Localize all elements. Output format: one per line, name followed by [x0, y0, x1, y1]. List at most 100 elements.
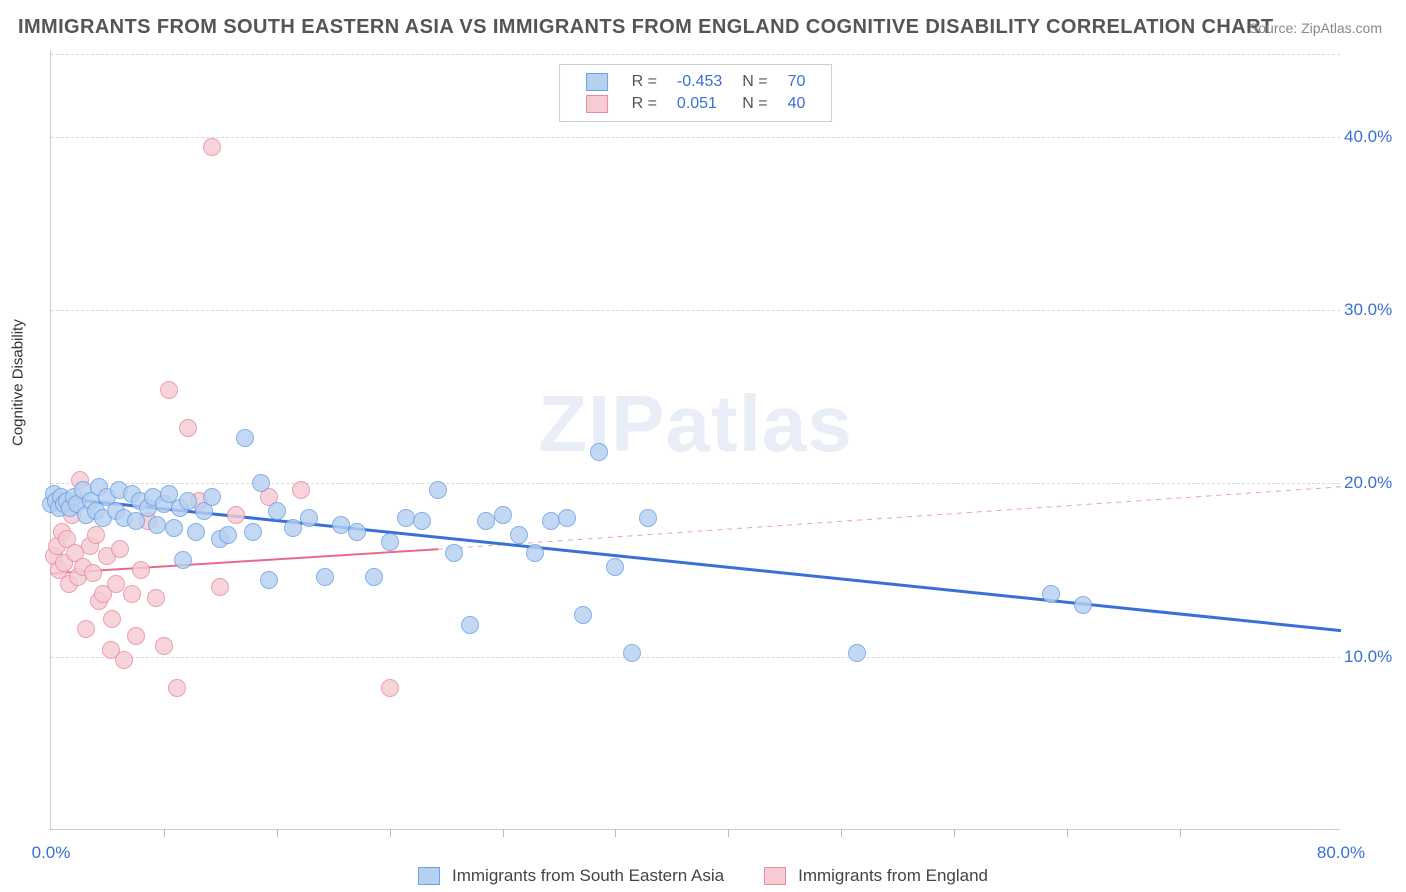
- data-point: [526, 544, 544, 562]
- legend-swatch-blue: [418, 867, 440, 885]
- legend-label-2: Immigrants from England: [798, 866, 988, 886]
- data-point: [590, 443, 608, 461]
- data-point: [606, 558, 624, 576]
- data-point: [244, 523, 262, 541]
- x-minor-tick: [277, 829, 278, 837]
- data-point: [84, 564, 102, 582]
- x-tick-label: 80.0%: [1317, 843, 1365, 863]
- data-point: [111, 540, 129, 558]
- data-point: [268, 502, 286, 520]
- data-point: [1074, 596, 1092, 614]
- data-point: [639, 509, 657, 527]
- data-point: [148, 516, 166, 534]
- data-point: [365, 568, 383, 586]
- r-label: R =: [632, 73, 657, 90]
- series-legend: Immigrants from South Eastern Asia Immig…: [418, 866, 988, 886]
- data-point: [260, 571, 278, 589]
- data-point: [87, 526, 105, 544]
- source-label: Source:: [1249, 20, 1297, 36]
- data-point: [147, 589, 165, 607]
- data-point: [132, 561, 150, 579]
- x-minor-tick: [954, 829, 955, 837]
- y-tick-label: 10.0%: [1344, 647, 1402, 667]
- data-point: [203, 138, 221, 156]
- data-point: [211, 578, 229, 596]
- chart-title: IMMIGRANTS FROM SOUTH EASTERN ASIA VS IM…: [18, 16, 1274, 39]
- data-point: [187, 523, 205, 541]
- data-point: [123, 585, 141, 603]
- data-point: [168, 679, 186, 697]
- legend-row-series1: R = -0.453 N = 70: [576, 71, 816, 93]
- legend-swatch-pink: [764, 867, 786, 885]
- data-point: [203, 488, 221, 506]
- source-attribution: Source: ZipAtlas.com: [1249, 20, 1382, 36]
- data-point: [227, 506, 245, 524]
- data-point: [300, 509, 318, 527]
- y-tick-label: 20.0%: [1344, 473, 1402, 493]
- data-point: [160, 381, 178, 399]
- x-minor-tick: [164, 829, 165, 837]
- data-point: [574, 606, 592, 624]
- data-point: [115, 651, 133, 669]
- data-point: [165, 519, 183, 537]
- x-minor-tick: [615, 829, 616, 837]
- data-point: [348, 523, 366, 541]
- gridline: [51, 137, 1340, 138]
- legend-label-1: Immigrants from South Eastern Asia: [452, 866, 724, 886]
- x-tick-label: 0.0%: [32, 843, 71, 863]
- data-point: [179, 419, 197, 437]
- data-point: [316, 568, 334, 586]
- gridline: [51, 483, 1340, 484]
- legend-item-series1: Immigrants from South Eastern Asia: [418, 866, 724, 886]
- gridline: [51, 657, 1340, 658]
- data-point: [284, 519, 302, 537]
- r-value-1: -0.453: [667, 71, 732, 93]
- data-point: [461, 616, 479, 634]
- data-point: [107, 575, 125, 593]
- source-name: ZipAtlas.com: [1301, 20, 1382, 36]
- data-point: [510, 526, 528, 544]
- x-minor-tick: [390, 829, 391, 837]
- data-point: [77, 620, 95, 638]
- data-point: [236, 429, 254, 447]
- y-tick-label: 40.0%: [1344, 127, 1402, 147]
- data-point: [558, 509, 576, 527]
- legend-row-series2: R = 0.051 N = 40: [576, 93, 816, 115]
- data-point: [429, 481, 447, 499]
- gridline: [51, 310, 1340, 311]
- data-point: [292, 481, 310, 499]
- data-point: [127, 627, 145, 645]
- x-minor-tick: [1067, 829, 1068, 837]
- data-point: [397, 509, 415, 527]
- data-point: [252, 474, 270, 492]
- data-point: [1042, 585, 1060, 603]
- n-value-1: 70: [778, 71, 816, 93]
- correlation-legend: R = -0.453 N = 70 R = 0.051 N = 40: [559, 64, 833, 122]
- r-value-2: 0.051: [667, 93, 732, 115]
- data-point: [174, 551, 192, 569]
- x-minor-tick: [841, 829, 842, 837]
- n-label: N =: [742, 95, 767, 112]
- legend-item-series2: Immigrants from England: [764, 866, 988, 886]
- data-point: [494, 506, 512, 524]
- y-tick-label: 30.0%: [1344, 300, 1402, 320]
- x-minor-tick: [1180, 829, 1181, 837]
- x-minor-tick: [503, 829, 504, 837]
- data-point: [179, 492, 197, 510]
- n-value-2: 40: [778, 93, 816, 115]
- plot-area: ZIPatlas R = -0.453 N = 70 R = 0.051 N =…: [50, 50, 1340, 830]
- data-point: [103, 610, 121, 628]
- data-point: [623, 644, 641, 662]
- data-point: [381, 679, 399, 697]
- legend-swatch-blue: [586, 73, 608, 91]
- data-point: [219, 526, 237, 544]
- y-axis-label: Cognitive Disability: [10, 319, 27, 446]
- r-label: R =: [632, 95, 657, 112]
- data-point: [445, 544, 463, 562]
- data-point: [381, 533, 399, 551]
- x-minor-tick: [728, 829, 729, 837]
- legend-swatch-pink: [586, 95, 608, 113]
- data-point: [542, 512, 560, 530]
- gridline: [51, 54, 1340, 55]
- data-point: [155, 637, 173, 655]
